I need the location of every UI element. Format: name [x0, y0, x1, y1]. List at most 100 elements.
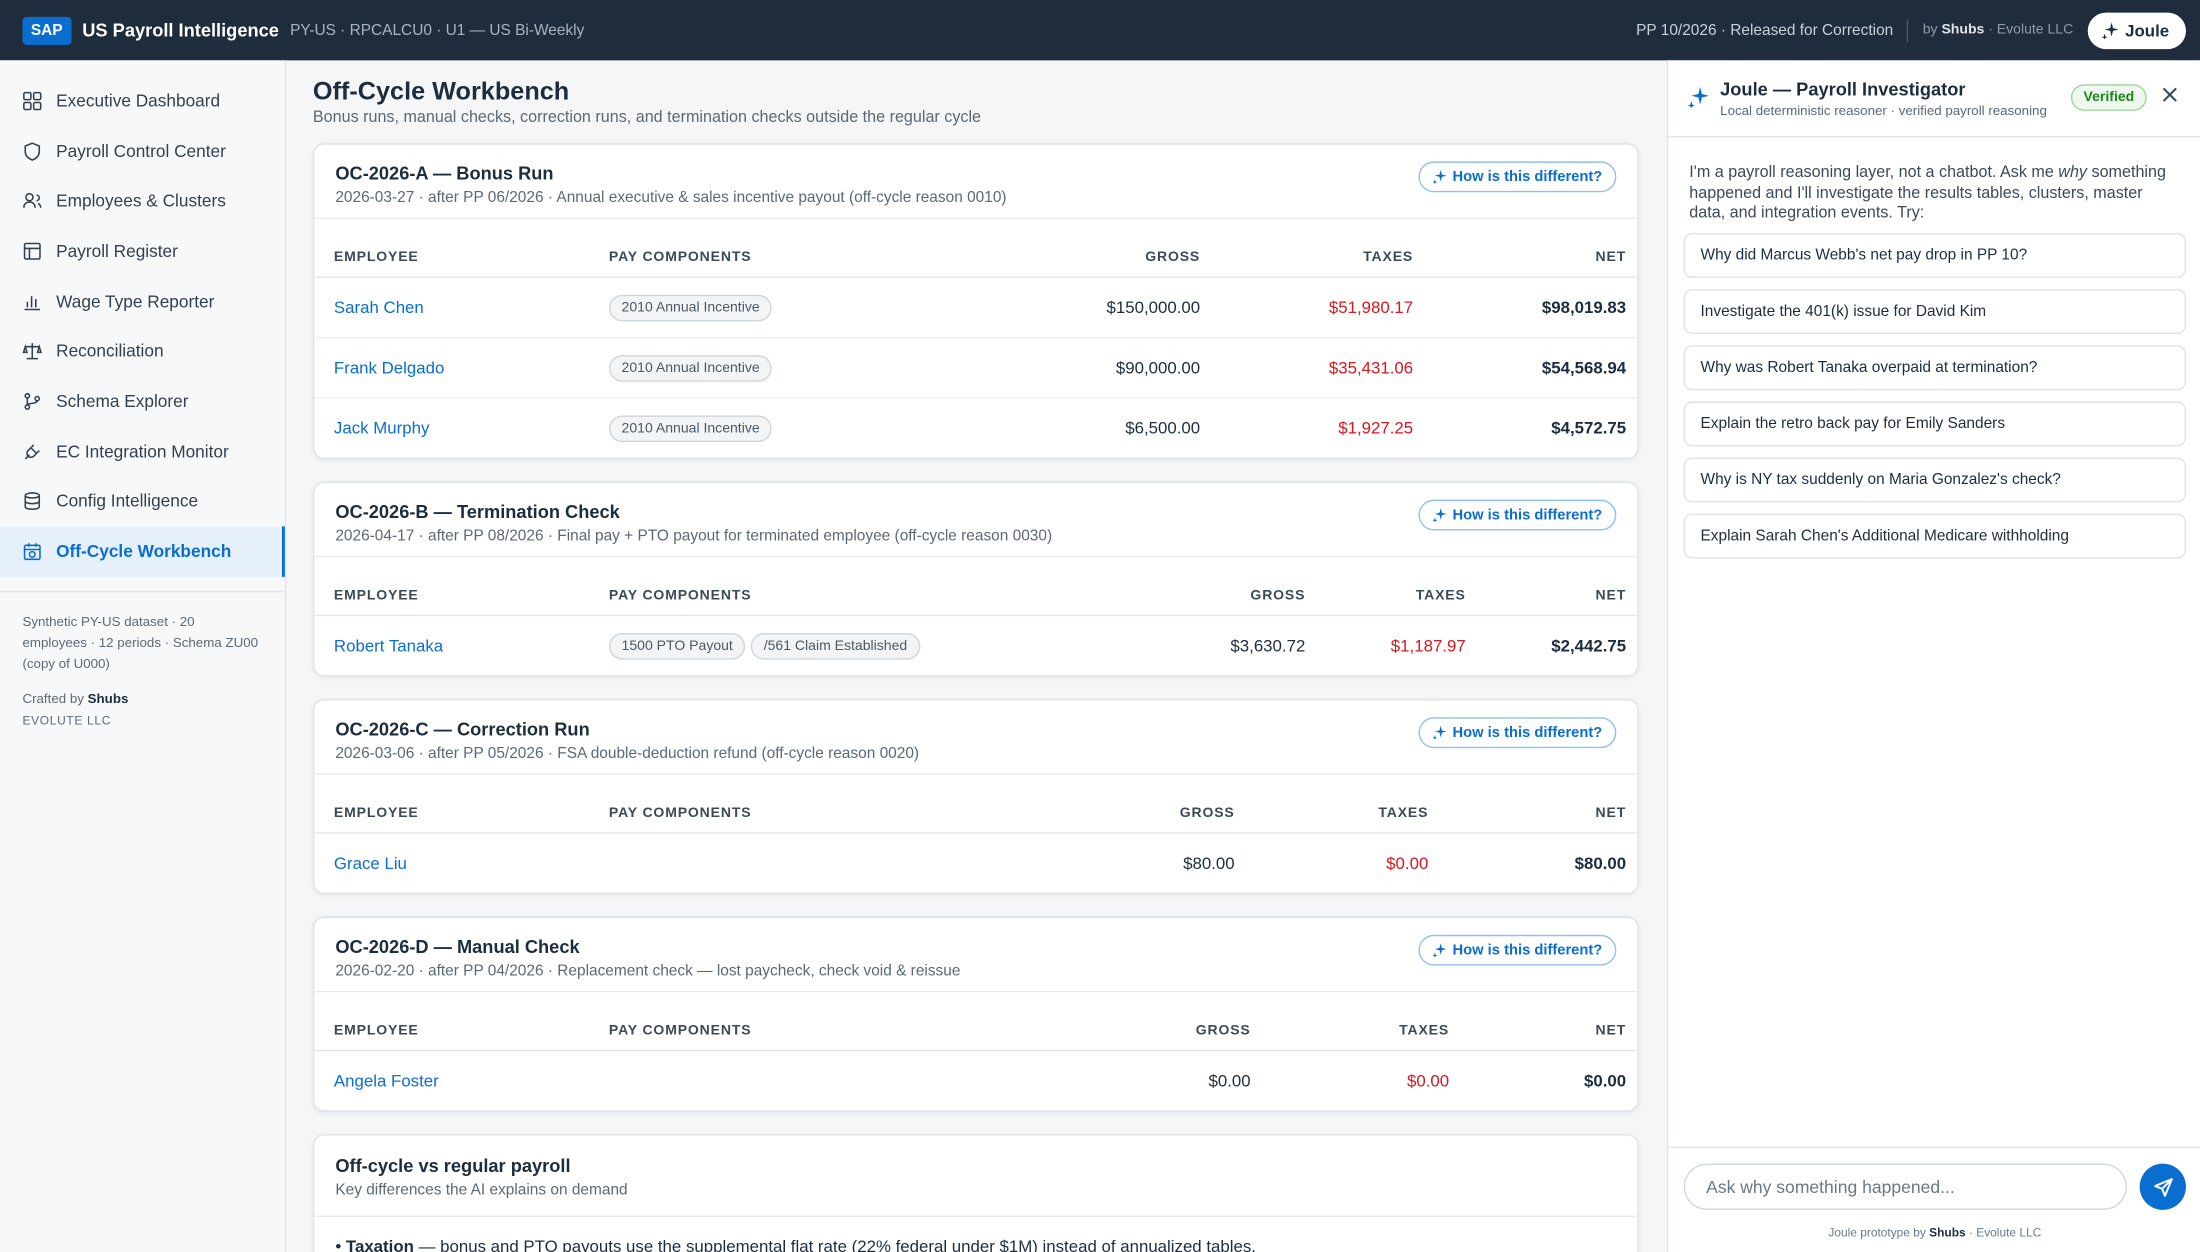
how-button[interactable]: How is this different? — [1418, 717, 1617, 749]
component-chip: 2010 Annual Incentive — [608, 294, 773, 321]
nav-item[interactable]: Executive Dashboard — [0, 76, 285, 126]
logo: SAP — [22, 16, 72, 45]
header-row: EMPLOYEE PAY COMPONENTS GROSS TAXES NET — [314, 992, 1638, 1052]
joule-icon — [1687, 87, 1709, 109]
sidebar: Executive Dashboard Payroll Control Cente… — [0, 60, 287, 1252]
components-cell — [598, 833, 1039, 893]
comparison-head: Off-cycle vs regular payroll Key differe… — [314, 1136, 1637, 1216]
page-subtitle: Bonus runs, manual checks, correction ru… — [312, 109, 982, 127]
gross: $90,000.00 — [979, 337, 1212, 399]
suggestion[interactable]: Explain the retro back pay for Emily San… — [1683, 400, 2186, 446]
footer-before: Joule prototype by — [1828, 1225, 1926, 1240]
crafted-author: Shubs — [87, 691, 129, 708]
suggestions: Why did Marcus Webb's net pay drop in PP… — [1668, 232, 2200, 558]
run-header: OC-2026-A — Bonus Run 2026-03-27 · after … — [314, 145, 1638, 219]
component-chip: 1500 PTO Payout — [608, 632, 746, 659]
run-meta: 2026-03-27 · after PP 06/2026 · Annual e… — [335, 189, 1007, 207]
verified-badge: Verified — [2070, 84, 2147, 111]
column-header: TAXES — [1211, 218, 1425, 278]
column-header: PAY COMPONENTS — [597, 992, 1050, 1052]
comparison-bullet: • Taxation — bonus and PTO payouts use t… — [314, 1215, 1638, 1252]
run-table: EMPLOYEE PAY COMPONENTS GROSS TAXES NET Angel… — [314, 992, 1638, 1111]
suggestion[interactable]: Why is NY tax suddenly on Maria Gonzalez… — [1683, 456, 2186, 502]
composer: Ask why something happened... Joule prot… — [1668, 1146, 2200, 1252]
top-bar: SAP US Payroll Intelligence PY-US · RPCA… — [0, 0, 2200, 61]
app-title: US Payroll Intelligence — [82, 19, 279, 41]
employee-link[interactable]: Grace Liu — [333, 853, 407, 874]
how-button[interactable]: How is this different? — [1418, 499, 1617, 531]
column-header: PAY COMPONENTS — [597, 557, 1157, 617]
column-header: NET — [1476, 557, 1638, 617]
nav-item[interactable]: Employees & Clusters — [0, 176, 285, 226]
employee-cell: Jack Murphy — [314, 398, 597, 458]
column-header: TAXES — [1245, 774, 1440, 834]
nav-item[interactable]: EC Integration Monitor — [0, 426, 285, 476]
credit-company: · Evolute LLC — [1988, 22, 2074, 38]
footer-after: · Evolute LLC — [1968, 1225, 2042, 1240]
employee-cell: Sarah Chen — [314, 277, 598, 339]
components-cell: 2010 Annual Incentive — [597, 277, 980, 339]
how-button[interactable]: How is this different? — [1418, 161, 1617, 193]
nav-item[interactable]: Reconciliation — [0, 326, 285, 376]
nav-icon — [24, 392, 41, 410]
nav-item[interactable]: Payroll Control Center — [0, 126, 285, 176]
run-title: OC-2026-A — Bonus Run — [335, 162, 554, 184]
run-title: OC-2026-D — Manual Check — [335, 936, 580, 958]
net: $0.00 — [1584, 1070, 1627, 1091]
how-button[interactable]: How is this different? — [1418, 934, 1617, 966]
employee-row: Frank Delgado 2010 Annual Incentive $90,00… — [314, 337, 1638, 399]
components-cell: 1500 PTO Payout/561 Claim Established — [598, 615, 1156, 675]
nav-label: Employees & Clusters — [56, 191, 226, 211]
nav-item[interactable]: Payroll Register — [0, 226, 285, 276]
employee-cell: Angela Foster — [314, 1051, 597, 1111]
column-header: NET — [1424, 218, 1638, 278]
employee-row: Jack Murphy 2010 Annual Incentive $6,500.0… — [314, 398, 1637, 458]
suggestion[interactable]: Investigate the 401(k) issue for David K… — [1683, 288, 2186, 334]
column-header: GROSS — [979, 218, 1212, 278]
components-cell: 2010 Annual Incentive — [597, 337, 980, 399]
run-card: OC-2026-D — Manual Check 2026-02-20 · aft… — [312, 916, 1639, 1112]
taxes: $0.00 — [1406, 1070, 1450, 1091]
suggestion[interactable]: Why was Robert Tanaka overpaid at termin… — [1683, 344, 2186, 390]
run-card: OC-2026-B — Termination Check 2026-04-17 … — [312, 481, 1639, 677]
nav-icon — [23, 91, 42, 111]
run-title: OC-2026-C — Correction Run — [335, 718, 590, 740]
run-list: OC-2026-A — Bonus Run 2026-03-27 · after … — [312, 143, 1639, 1112]
sparkle-icon — [1432, 725, 1447, 740]
employee-cell: Robert Tanaka — [314, 615, 597, 675]
column-header: TAXES — [1261, 992, 1461, 1052]
credit-by: by — [1922, 22, 1938, 38]
credit: by Shubs · Evolute LLC — [1923, 22, 2074, 37]
column-header: PAY COMPONENTS — [597, 774, 1039, 834]
nav-icon — [23, 543, 41, 561]
header-row: EMPLOYEE PAY COMPONENTS GROSS TAXES NET — [314, 557, 1638, 617]
question-input[interactable]: Ask why something happened... — [1683, 1163, 2128, 1210]
joule-button[interactable]: Joule — [2087, 11, 2186, 49]
close-button[interactable] — [2162, 87, 2177, 102]
nav-label: Off-Cycle Workbench — [56, 541, 232, 562]
intro: I'm a payroll reasoning layer, not a cha… — [1668, 138, 2200, 233]
suggestion[interactable]: Explain Sarah Chen's Additional Medicare… — [1683, 513, 2186, 558]
nav-item[interactable]: Wage Type Reporter — [0, 276, 285, 326]
nav-item[interactable]: Schema Explorer — [0, 376, 285, 426]
dataset-note: Synthetic PY-US dataset · 20 employees ·… — [22, 614, 259, 673]
nav-item[interactable]: Config Intelligence — [0, 477, 285, 527]
net: $80.00 — [1574, 853, 1627, 874]
column-header: GROSS — [1038, 774, 1246, 834]
employee-link[interactable]: Sarah Chen — [333, 297, 424, 318]
crafted: Crafted by Shubs — [22, 689, 262, 710]
employee-link[interactable]: Robert Tanaka — [333, 635, 444, 656]
taxes: $0.00 — [1386, 853, 1429, 874]
suggestion[interactable]: Why did Marcus Webb's net pay drop in PP… — [1683, 232, 2186, 278]
nav-label: Schema Explorer — [56, 391, 189, 412]
nav-item[interactable]: Off-Cycle Workbench — [0, 526, 285, 577]
sparkle-icon — [1432, 943, 1447, 958]
employee-link[interactable]: Frank Delgado — [333, 357, 445, 378]
employee-link[interactable]: Angela Foster — [333, 1070, 439, 1091]
column-header: TAXES — [1316, 557, 1477, 617]
panel-footer: Joule prototype by Shubs · Evolute LLC — [1668, 1225, 2200, 1239]
main: Off-Cycle Workbench Bonus runs, manual c… — [285, 60, 1667, 1252]
send-button[interactable] — [2139, 1163, 2186, 1210]
employee-link[interactable]: Jack Murphy — [333, 418, 430, 438]
